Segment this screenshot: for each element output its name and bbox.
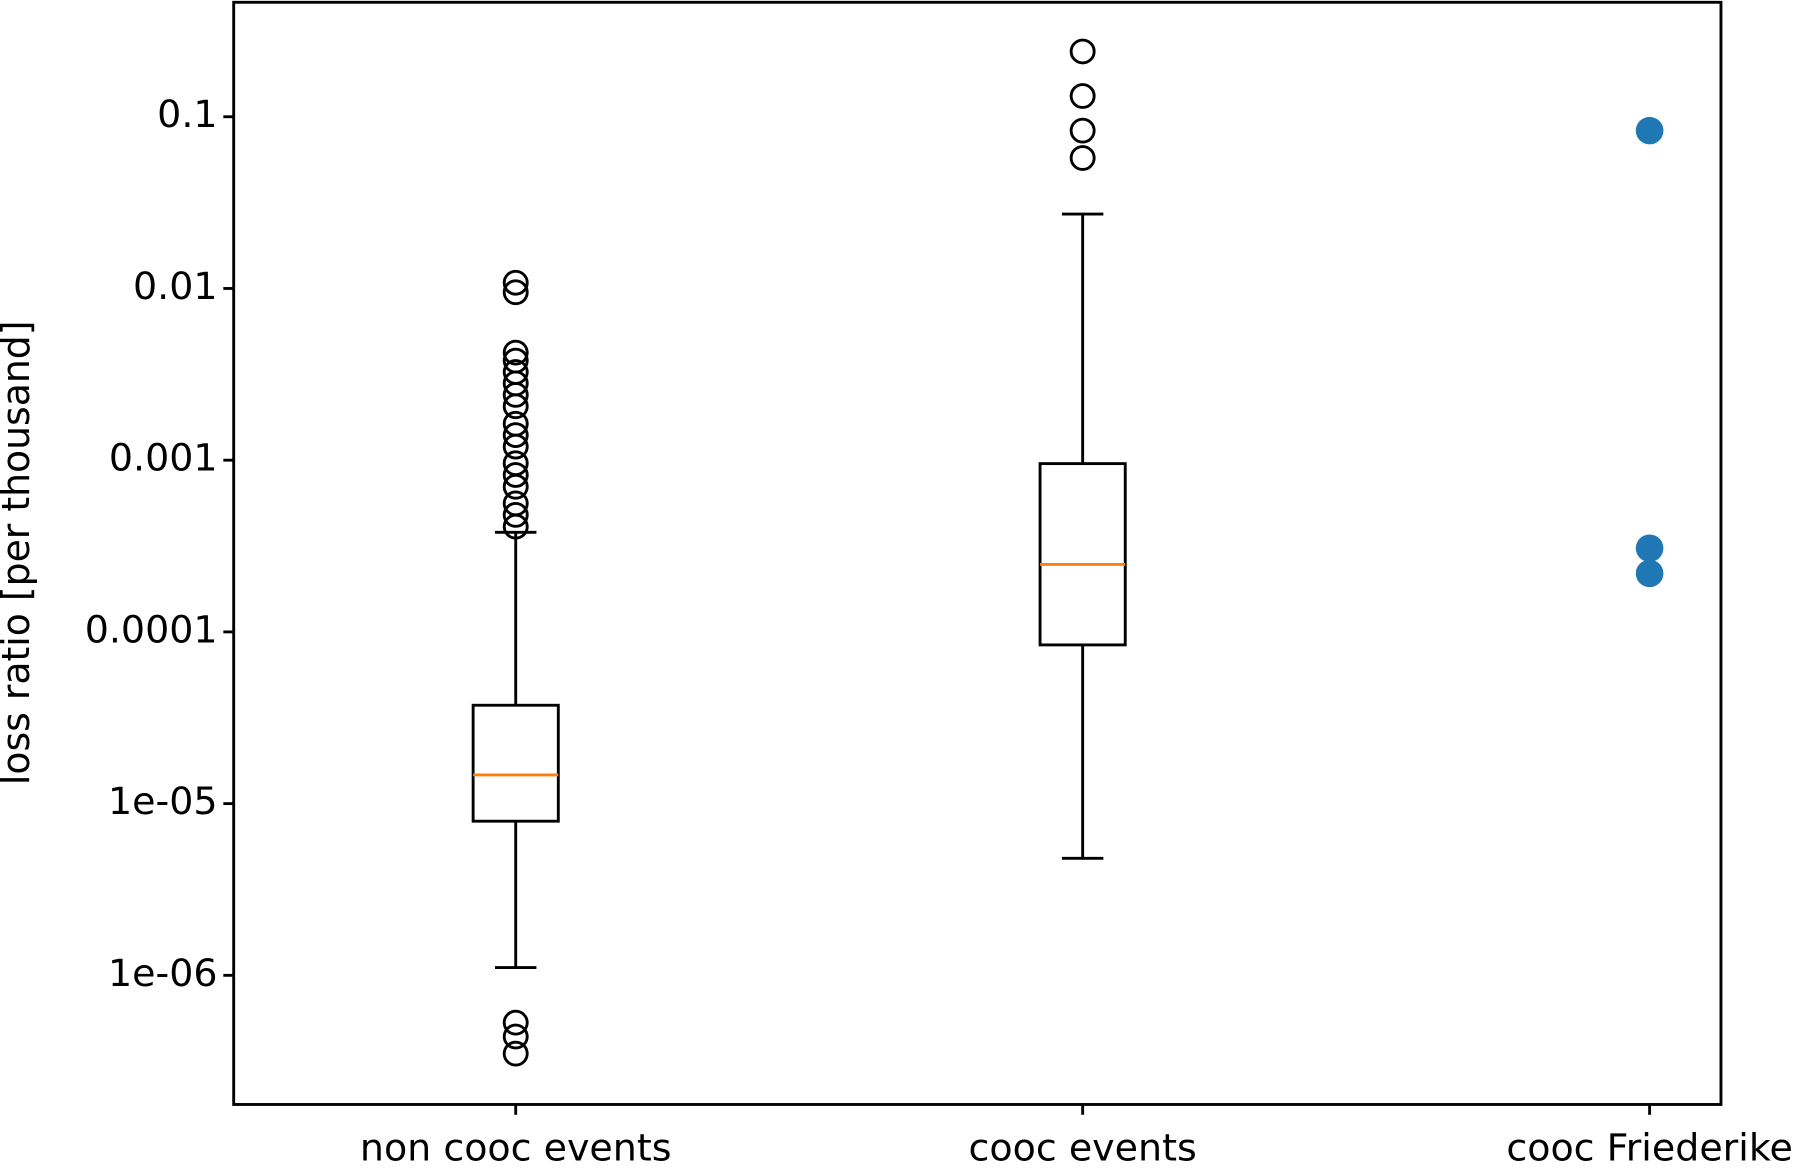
y-tick-label: 0.01 [133, 264, 218, 308]
flier [502, 433, 529, 460]
x-tick-label: non cooc events [360, 1126, 672, 1170]
flier [502, 1009, 529, 1036]
box [1038, 462, 1127, 647]
x-tick-label: cooc events [969, 1126, 1197, 1170]
point [1635, 116, 1664, 145]
y-tick-label: 0.001 [109, 436, 218, 480]
flier [502, 1023, 529, 1050]
plot-frame [232, 0, 1723, 1106]
flier [1069, 83, 1096, 109]
point [1635, 534, 1664, 562]
flier [502, 393, 529, 420]
flier [502, 422, 529, 448]
y-tick-label: 1e-05 [108, 779, 218, 823]
flier [502, 462, 529, 488]
flier [502, 513, 529, 540]
flier [502, 382, 529, 408]
flier [502, 339, 529, 366]
y-axis-label: loss ratio [per thousand] [0, 321, 38, 786]
flier [502, 473, 529, 500]
flier [502, 1040, 529, 1067]
flier [502, 502, 529, 528]
point [1635, 559, 1664, 588]
flier [1069, 38, 1096, 65]
flier [1069, 117, 1096, 144]
y-tick-label: 1e-06 [108, 951, 218, 995]
y-tick-label: 0.1 [157, 92, 217, 136]
flier [502, 269, 529, 296]
x-tick-label: cooc Friederike [1506, 1126, 1792, 1170]
flier [502, 279, 529, 306]
y-tick-label: 0.0001 [85, 607, 218, 651]
flier [1069, 145, 1096, 171]
box [471, 703, 560, 823]
